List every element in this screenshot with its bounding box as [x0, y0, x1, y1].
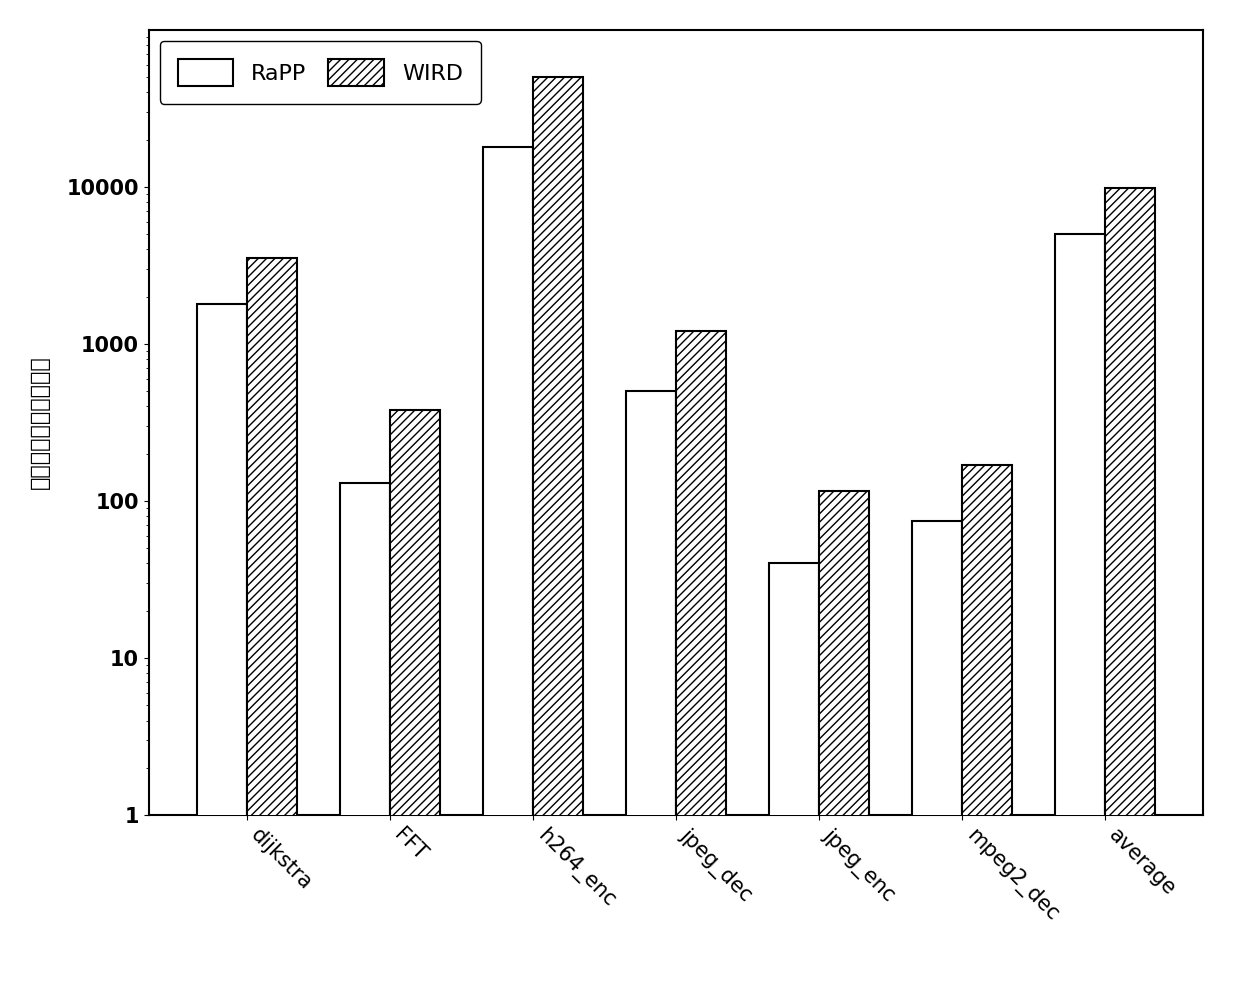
Bar	[340, 483, 389, 994]
Y-axis label: 每次迁移减少的写次数: 每次迁移减少的写次数	[30, 356, 50, 489]
Legend: RaPP, WIRD: RaPP, WIRD	[160, 41, 481, 103]
Bar	[626, 392, 676, 994]
Bar	[482, 147, 533, 994]
Bar	[818, 491, 869, 994]
Bar	[1105, 188, 1154, 994]
Bar	[533, 78, 583, 994]
Bar	[676, 331, 725, 994]
Bar	[247, 258, 296, 994]
Bar	[962, 465, 1012, 994]
Bar	[1055, 235, 1105, 994]
Bar	[197, 304, 247, 994]
Bar	[911, 521, 962, 994]
Bar	[769, 564, 818, 994]
Bar	[389, 410, 440, 994]
